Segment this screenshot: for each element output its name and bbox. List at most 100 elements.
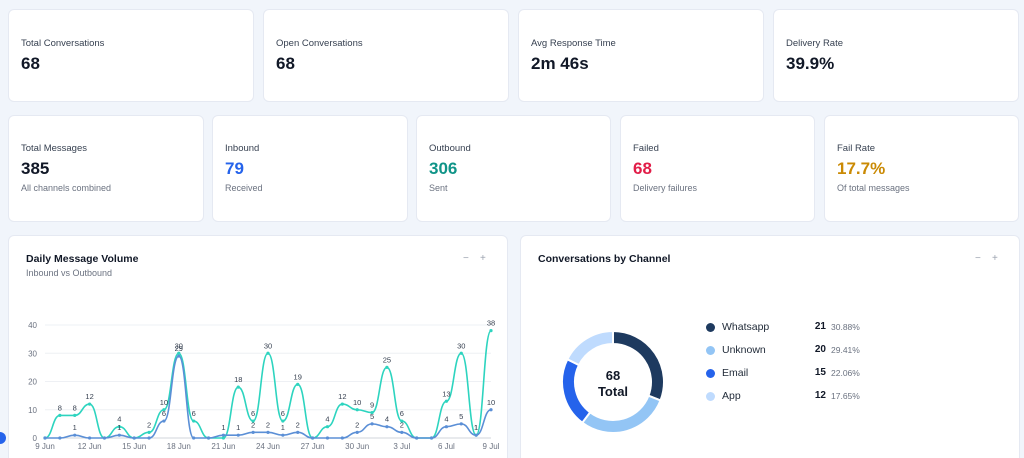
stat-value: 68 <box>633 159 652 178</box>
data-point <box>43 436 47 440</box>
outbound-card: Outbound 306 Sent <box>416 115 611 222</box>
legend-label: Email <box>722 367 749 379</box>
conversations-by-channel-panel: Conversations by Channel − + 68 Total Wha… <box>520 235 1020 458</box>
x-tick-label: 9 Jun <box>35 442 55 451</box>
data-point <box>102 436 107 440</box>
expand-button[interactable]: + <box>480 253 486 264</box>
data-point <box>340 436 344 440</box>
fail-rate-card: Fail Rate 17.7% Of total messages <box>824 115 1019 222</box>
data-point <box>206 436 211 440</box>
data-point <box>325 436 330 440</box>
data-label: 13 <box>442 389 450 398</box>
data-point <box>459 351 463 355</box>
data-point <box>340 402 344 406</box>
data-point <box>192 419 196 423</box>
x-tick-label: 15 Jun <box>122 442 146 451</box>
data-point <box>88 436 92 440</box>
data-label: 10 <box>160 398 168 407</box>
stat-label: Outbound <box>429 143 471 154</box>
legend-swatch <box>706 323 715 332</box>
open-conversations-card: Open Conversations 68 <box>263 9 509 102</box>
data-point <box>73 413 77 417</box>
legend-count: 15 <box>814 367 826 378</box>
stat-label: Fail Rate <box>837 143 876 154</box>
data-point <box>266 430 270 434</box>
data-point <box>325 425 330 429</box>
data-label: 9 <box>370 401 374 410</box>
data-point <box>162 419 166 423</box>
donut-center-label: Total <box>598 384 628 399</box>
data-label: 29 <box>175 344 183 353</box>
legend-label: Whatsapp <box>722 321 770 333</box>
legend-item-whatsapp[interactable]: Whatsapp 21 30.88% <box>706 320 876 343</box>
stat-value: 17.7% <box>837 159 886 178</box>
data-label: 4 <box>444 415 448 424</box>
data-label: 2 <box>355 420 359 429</box>
stat-subtext: Delivery failures <box>633 183 698 193</box>
data-point <box>236 385 240 389</box>
stat-subtext: Received <box>225 183 263 193</box>
data-point <box>132 436 136 440</box>
y-tick-label: 40 <box>28 321 37 330</box>
legend-percent: 22.06% <box>831 368 860 378</box>
data-label: 6 <box>281 409 285 418</box>
data-label: 25 <box>383 355 391 364</box>
stat-label: Open Conversations <box>276 38 363 49</box>
legend-count: 12 <box>814 390 826 401</box>
y-tick-label: 0 <box>33 434 38 443</box>
data-point <box>474 433 478 437</box>
data-point <box>459 422 463 426</box>
data-point <box>489 408 493 412</box>
panel-subtitle: Inbound vs Outbound <box>26 268 113 278</box>
y-tick-label: 10 <box>28 406 37 415</box>
stat-value: 68 <box>276 54 295 73</box>
stat-value: 79 <box>225 159 244 178</box>
legend-percent: 29.41% <box>831 345 860 355</box>
stat-label: Failed <box>633 143 659 154</box>
stat-label: Avg Response Time <box>531 38 616 49</box>
legend-swatch <box>706 346 715 355</box>
x-tick-label: 27 Jun <box>301 442 325 451</box>
data-label: 4 <box>385 415 389 424</box>
x-tick-label: 9 Jul <box>483 442 500 451</box>
data-label: 19 <box>294 372 302 381</box>
stat-label: Inbound <box>225 143 260 154</box>
data-label: 8 <box>73 403 77 412</box>
x-tick-label: 30 Jun <box>345 442 369 451</box>
legend-percent: 30.88% <box>831 322 860 332</box>
data-point <box>192 436 196 440</box>
data-point <box>221 436 225 440</box>
expand-button[interactable]: + <box>992 253 998 264</box>
total-conversations-card: Total Conversations 68 <box>8 9 254 102</box>
data-point <box>400 419 404 423</box>
inbound-card: Inbound 79 Received <box>212 115 408 222</box>
data-label: 30 <box>264 341 272 350</box>
x-tick-label: 24 Jun <box>256 442 280 451</box>
data-label: 5 <box>370 412 374 421</box>
legend-item-app[interactable]: App 12 17.65% <box>706 389 876 412</box>
stat-value: 2m 46s <box>531 54 589 73</box>
data-label: 12 <box>338 392 346 401</box>
data-point <box>355 430 359 434</box>
help-bubble-icon[interactable] <box>0 432 6 444</box>
legend-label: Unknown <box>722 344 766 356</box>
x-tick-label: 18 Jun <box>167 442 191 451</box>
x-tick-label: 21 Jun <box>211 442 235 451</box>
data-point <box>415 436 419 440</box>
data-label: 38 <box>487 319 495 328</box>
data-point <box>296 430 300 434</box>
legend-item-unknown[interactable]: Unknown 20 29.41% <box>706 343 876 366</box>
data-point <box>147 436 151 440</box>
collapse-button[interactable]: − <box>975 253 981 264</box>
donut-slice-unknown <box>580 394 662 434</box>
data-point <box>400 430 404 434</box>
stat-value: 39.9% <box>786 54 835 73</box>
data-point <box>88 402 92 406</box>
legend-count: 20 <box>814 344 826 355</box>
data-label: 2 <box>400 420 404 429</box>
data-label: 1 <box>281 423 285 432</box>
collapse-button[interactable]: − <box>463 253 469 264</box>
legend-item-email[interactable]: Email 15 22.06% <box>706 366 876 389</box>
